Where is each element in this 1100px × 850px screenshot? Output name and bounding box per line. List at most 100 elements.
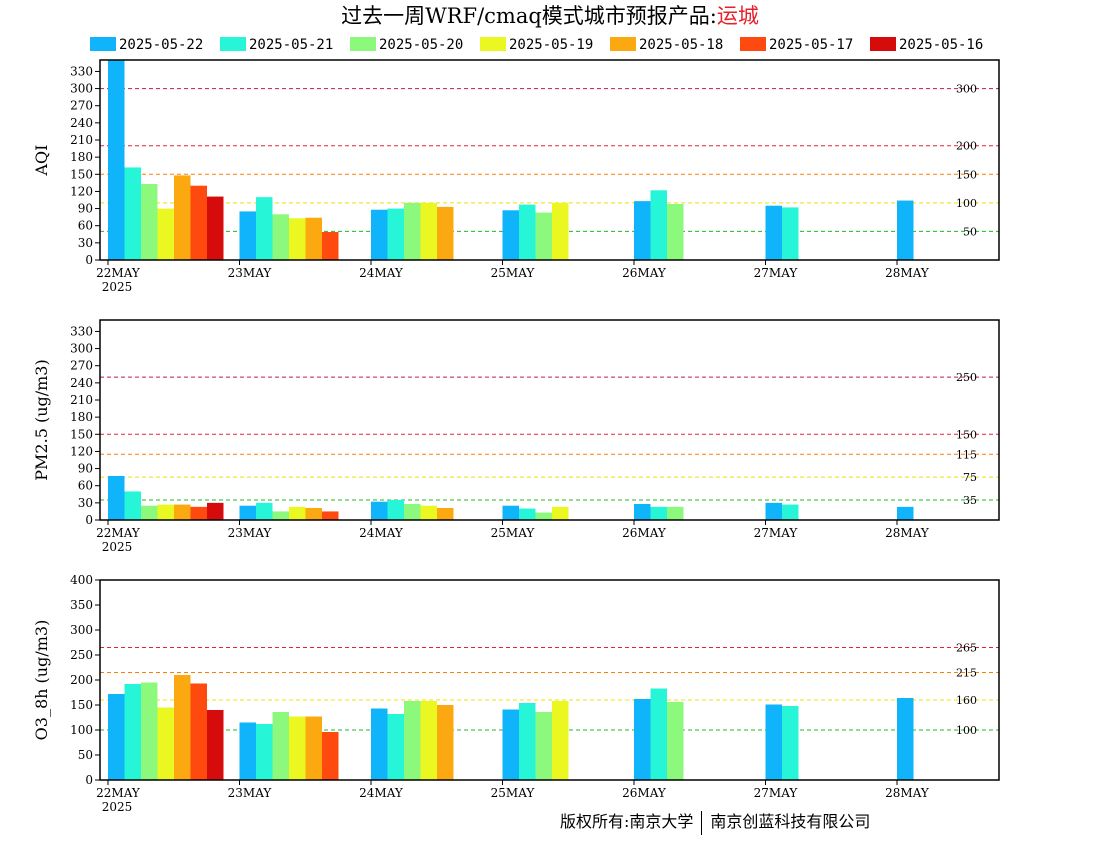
chart1-bar-2025-05-20-24MAY	[404, 202, 421, 260]
title-prefix: 过去一周WRF/cmaq模式城市预报产品:	[341, 4, 717, 28]
chart2-bar-2025-05-21-22MAY	[124, 491, 141, 520]
chart3-threshold-label-160: 160	[956, 694, 977, 707]
chart3-ytick-label-200: 200	[70, 673, 93, 687]
chart1-ytick-label-180: 180	[70, 150, 93, 164]
chart1-xtick-label-27MAY: 27MAY	[754, 266, 799, 280]
chart2-threshold-label-75: 75	[963, 471, 977, 484]
chart3-bar-2025-05-17-23MAY	[322, 732, 339, 780]
chart1-bar-2025-05-21-23MAY	[256, 197, 273, 260]
chart2-bar-2025-05-22-23MAY	[239, 505, 256, 520]
chart1-xtick-label-26MAY: 26MAY	[622, 266, 667, 280]
chart2-plot-area	[100, 320, 999, 520]
legend-swatch-2025-05-16	[870, 37, 896, 51]
chart1-xtick-label-28MAY: 28MAY	[885, 266, 930, 280]
chart1-ytick-label-300: 300	[70, 82, 93, 96]
chart2-bar-2025-05-22-27MAY	[765, 502, 782, 520]
chart1-bar-2025-05-21-26MAY	[650, 190, 667, 260]
chart2-xtick-label-25MAY: 25MAY	[491, 526, 536, 540]
chart2-threshold-label-115: 115	[956, 448, 977, 461]
chart2-xtick-label-22MAY: 22MAY	[96, 526, 141, 540]
chart1-bar-2025-05-21-25MAY	[519, 204, 536, 260]
chart2-bar-2025-05-22-25MAY	[502, 505, 519, 520]
chart3-threshold-label-215: 215	[956, 667, 977, 680]
chart1-bar-2025-05-19-23MAY	[289, 218, 306, 260]
chart1-ytick-label-330: 330	[70, 64, 93, 78]
chart2-bar-2025-05-20-26MAY	[667, 506, 684, 520]
chart3-xtick-label-24MAY: 24MAY	[359, 786, 404, 800]
legend-label-2025-05-19: 2025-05-19	[509, 37, 593, 53]
chart2-ytick-label-270: 270	[70, 359, 93, 373]
chart1-bar-2025-05-22-22MAY	[108, 60, 125, 260]
chart1-ytick-label-270: 270	[70, 99, 93, 113]
title-city: 运城	[716, 4, 759, 28]
chart2-xtick-label-26MAY: 26MAY	[622, 526, 667, 540]
chart3-bar-2025-05-19-22MAY	[157, 707, 174, 780]
chart1-ylabel: AQI	[32, 145, 51, 177]
chart1-xtick-label-22MAY: 22MAY	[96, 266, 141, 280]
chart3-bar-2025-05-22-22MAY	[108, 694, 125, 780]
chart2-bar-2025-05-19-25MAY	[552, 506, 569, 520]
chart3-bar-2025-05-22-25MAY	[502, 709, 519, 780]
chart1-bar-2025-05-17-22MAY	[190, 185, 207, 260]
chart2-ytick-label-0: 0	[85, 513, 93, 527]
chart3-xtick-label-26MAY: 26MAY	[622, 786, 667, 800]
chart1-bar-2025-05-21-22MAY	[124, 167, 141, 260]
chart-title: 过去一周WRF/cmaq模式城市预报产品:运城	[0, 0, 1100, 30]
legend-label-2025-05-20: 2025-05-20	[379, 37, 463, 53]
chart2-ytick-label-90: 90	[78, 462, 93, 476]
chart1-threshold-label-300: 300	[956, 83, 977, 96]
chart2-xtick-label-23MAY: 23MAY	[228, 526, 273, 540]
chart1-xtick-label-24MAY: 24MAY	[359, 266, 404, 280]
chart1-bar-2025-05-22-25MAY	[502, 210, 519, 260]
chart1-bar-2025-05-20-23MAY	[272, 214, 289, 260]
chart1-year-label: 2025	[102, 280, 133, 294]
chart3-xtick-label-28MAY: 28MAY	[885, 786, 930, 800]
chart3-bar-2025-05-21-26MAY	[650, 688, 667, 780]
chart2-bar-2025-05-21-24MAY	[387, 500, 404, 520]
chart3-bar-2025-05-21-27MAY	[782, 706, 799, 780]
chart1-xtick-label-25MAY: 25MAY	[491, 266, 536, 280]
chart2-bar-2025-05-20-25MAY	[535, 512, 552, 520]
chart3-ytick-label-0: 0	[85, 773, 93, 787]
chart2-bar-2025-05-21-26MAY	[650, 506, 667, 520]
chart2-bar-2025-05-22-28MAY	[897, 506, 914, 520]
chart2-year-label: 2025	[102, 540, 133, 554]
chart1-bar-2025-05-22-24MAY	[371, 209, 388, 260]
legend-swatch-2025-05-18	[610, 37, 636, 51]
chart3-bar-2025-05-19-24MAY	[420, 701, 437, 780]
chart1-bar-2025-05-18-22MAY	[174, 175, 191, 260]
chart1-bar-2025-05-19-24MAY	[420, 202, 437, 260]
chart1-threshold-label-100: 100	[956, 197, 977, 210]
chart2-xtick-label-27MAY: 27MAY	[754, 526, 799, 540]
chart1-bar-2025-05-20-25MAY	[535, 212, 552, 260]
chart3-bar-2025-05-21-24MAY	[387, 714, 404, 780]
chart2-bar-2025-05-21-25MAY	[519, 508, 536, 520]
chart2-ytick-label-180: 180	[70, 410, 93, 424]
chart2-ytick-label-60: 60	[78, 479, 93, 493]
chart3-ytick-label-400: 400	[70, 573, 93, 587]
chart3-bar-2025-05-20-25MAY	[535, 712, 552, 780]
chart1-ytick-label-0: 0	[85, 253, 93, 267]
footer-separator	[701, 810, 703, 835]
chart3-bar-2025-05-19-25MAY	[552, 701, 569, 780]
chart2-bar-2025-05-20-22MAY	[141, 505, 158, 520]
chart2-bar-2025-05-22-24MAY	[371, 501, 388, 520]
chart2-bar-2025-05-20-24MAY	[404, 504, 421, 520]
legend-label-2025-05-17: 2025-05-17	[769, 37, 853, 53]
chart2-ytick-label-150: 150	[70, 427, 93, 441]
chart2-ytick-label-210: 210	[70, 393, 93, 407]
chart2-frame	[99, 319, 1000, 521]
chart1-bar-2025-05-22-26MAY	[634, 201, 651, 260]
chart3-xtick-label-23MAY: 23MAY	[228, 786, 273, 800]
chart1-threshold-label-50: 50	[963, 225, 977, 238]
chart3-bar-2025-05-16-22MAY	[207, 710, 224, 780]
chart1-ytick-label-90: 90	[78, 202, 93, 216]
chart2-ytick-label-330: 330	[70, 324, 93, 338]
legend-label-2025-05-21: 2025-05-21	[249, 37, 333, 53]
chart2-bar-2025-05-20-23MAY	[272, 511, 289, 520]
chart1-bar-2025-05-22-27MAY	[765, 205, 782, 260]
chart1-ytick-label-30: 30	[78, 236, 93, 250]
legend-swatch-2025-05-21	[220, 37, 246, 51]
chart2-bar-2025-05-21-27MAY	[782, 504, 799, 520]
